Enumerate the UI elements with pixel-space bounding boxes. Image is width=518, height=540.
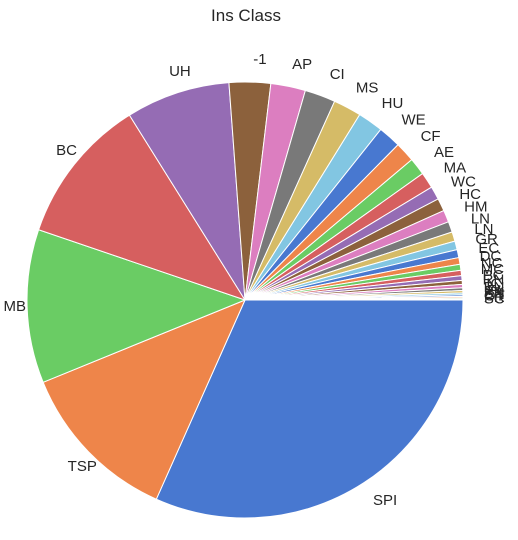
chart-title: Ins Class	[211, 6, 281, 25]
pie-slice-label-9: HU	[382, 95, 404, 112]
pie-slice-label-6: AP	[292, 56, 312, 73]
pie-slice-label-16: HM	[464, 199, 487, 216]
pie-slice-label-24: PC	[483, 267, 504, 284]
pie-slice-label-21: DC	[480, 248, 502, 265]
pie-slice-label-31: OT	[484, 288, 505, 305]
pie-slice-label-4: UH	[169, 63, 191, 80]
pie-slice-label-30: EN	[484, 286, 505, 303]
pie-slice-label-3: BC	[56, 142, 77, 159]
pie-slice-label-15: HC	[459, 186, 481, 203]
slices-layer	[26, 81, 464, 519]
pie-slice-label-26: IC	[486, 276, 501, 293]
pie-slice-1	[42, 299, 246, 500]
pie-slice-label-28: FI	[487, 282, 500, 299]
pie-slice-4	[128, 82, 246, 301]
pie-slice-label-13: MA	[444, 159, 467, 176]
pie-slice-label-2: MB	[4, 298, 27, 315]
pie-slice-label-10: WE	[401, 112, 425, 129]
pie-slice-label-0: SPI	[373, 492, 397, 509]
pie-slice-label-19: GR	[475, 231, 498, 248]
pie-slice-label-1: TSP	[68, 458, 97, 475]
pie-slice-label-7: CI	[330, 66, 345, 83]
pie-slice-label-18: LN	[474, 221, 493, 238]
pie-slice-label-22: NC	[481, 255, 503, 272]
pie-slice-33	[244, 298, 464, 301]
pie-slice-label-14: WC	[451, 173, 476, 190]
pie-slice-label-8: MS	[356, 79, 379, 96]
pie-slice-label-5: -1	[253, 51, 266, 68]
pie-slice-label-12: AE	[434, 144, 454, 161]
pie-slice-label-17: LN	[471, 211, 490, 228]
pie-slice-label-25: RN	[483, 272, 505, 289]
pie-slice-label-29: XX	[484, 284, 504, 301]
pie-slice-3	[38, 114, 246, 301]
pie-slice-2	[26, 229, 246, 383]
pie-slice-label-27: BN	[484, 279, 505, 296]
pie-slice-label-23: MC	[481, 261, 504, 278]
pie-slice-label-11: CF	[421, 128, 441, 145]
pie-slice-label-33: SC	[484, 290, 505, 307]
pie-slice-label-20: EC	[478, 240, 499, 257]
pie-slice-label-32: PR	[484, 289, 505, 306]
pie-slice-0	[155, 299, 464, 519]
